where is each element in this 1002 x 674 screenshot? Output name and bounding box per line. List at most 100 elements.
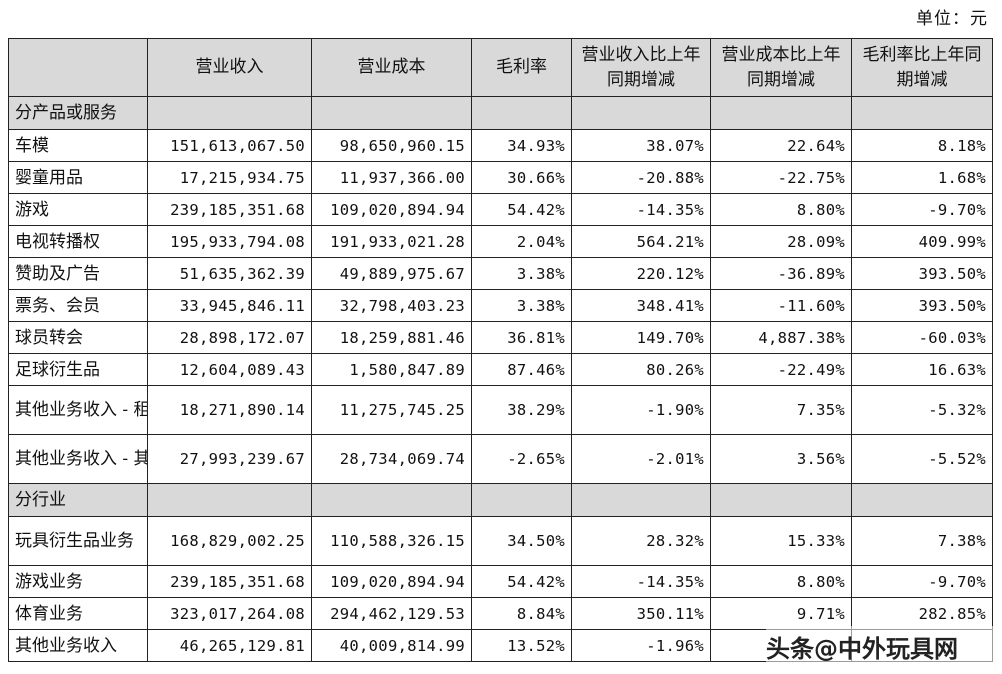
margin-cell: 2.04%: [471, 225, 572, 258]
revenue-change-cell: -2.01%: [571, 434, 711, 484]
revenue-change-cell: 149.70%: [571, 321, 711, 354]
table-row: 其他业务收入 - 租金18,271,890.1411,275,745.2538.…: [8, 385, 993, 435]
margin-change-cell: 393.50%: [851, 257, 993, 290]
margin-cell: 13.52%: [471, 629, 572, 662]
cost-change-cell: 8.80%: [710, 565, 852, 598]
margin-cell: 54.42%: [471, 193, 572, 226]
revenue-cell: 195,933,794.08: [147, 225, 312, 258]
cost-change-cell: 28.09%: [710, 225, 852, 258]
section-header-row: 分产品或服务: [8, 96, 993, 130]
revenue-cell: 17,215,934.75: [147, 161, 312, 194]
header-cell: 营业成本比上年同期增减: [710, 38, 852, 97]
header-cell: 营业收入比上年同期增减: [571, 38, 711, 97]
table-row: 票务、会员 33,945,846.11 32,798,403.23 3.38% 348.…: [8, 289, 993, 322]
revenue-cell: 239,185,351.68: [147, 193, 312, 226]
cost-change-cell: -11.60%: [710, 289, 852, 322]
cost-cell: 11,275,745.25: [311, 385, 472, 435]
cost-cell: 32,798,403.23: [311, 289, 472, 322]
margin-cell: -2.65%: [471, 434, 572, 484]
row-label: 其他业务收入 - 其他: [8, 434, 148, 484]
margin-cell: 36.81%: [471, 321, 572, 354]
revenue-change-cell: 220.12%: [571, 257, 711, 290]
empty-cell: [311, 96, 472, 130]
cost-cell: 191,933,021.28: [311, 225, 472, 258]
margin-cell: 3.38%: [471, 289, 572, 322]
table-row: 电视转播权 195,933,794.08 191,933,021.28 2.04% 56…: [8, 225, 993, 258]
margin-cell: 38.29%: [471, 385, 572, 435]
margin-change-cell: -5.52%: [851, 434, 993, 484]
cost-change-cell: 4,887.38%: [710, 321, 852, 354]
row-label: 足球衍生品: [8, 353, 148, 386]
cost-cell: 109,020,894.94: [311, 193, 472, 226]
revenue-cell: 151,613,067.50: [147, 129, 312, 162]
row-label: 其他业务收入: [8, 629, 148, 662]
unit-label: 单位：元: [916, 9, 988, 29]
margin-change-cell: 1.68%: [851, 161, 993, 194]
section-header-row: 分行业: [8, 483, 993, 517]
cost-change-cell: 9.71%: [710, 597, 852, 630]
revenue-change-cell: -1.96%: [571, 629, 711, 662]
margin-change-cell: 393.50%: [851, 289, 993, 322]
revenue-change-cell: 80.26%: [571, 353, 711, 386]
margin-cell: 54.42%: [471, 565, 572, 598]
section-title: 分行业: [8, 483, 148, 517]
revenue-change-cell: 348.41%: [571, 289, 711, 322]
cost-cell: 28,734,069.74: [311, 434, 472, 484]
row-label: 游戏: [8, 193, 148, 226]
header-cell: [8, 38, 148, 97]
revenue-change-cell: -14.35%: [571, 193, 711, 226]
row-label: 婴童用品: [8, 161, 148, 194]
table-row: 车模 151,613,067.50 98,650,960.15 34.93% 38.07…: [8, 129, 993, 162]
revenue-cell: 46,265,129.81: [147, 629, 312, 662]
margin-change-cell: 8.18%: [851, 129, 993, 162]
margin-change-cell: 16.63%: [851, 353, 993, 386]
table-row: 足球衍生品 12,604,089.43 1,580,847.89 87.46% 80.2…: [8, 353, 993, 386]
margin-cell: 3.38%: [471, 257, 572, 290]
revenue-change-cell: -1.90%: [571, 385, 711, 435]
table-header-row: 营业收入 营业成本 毛利率 营业收入比上年同期增减 营业成本比上年同期增减 毛利…: [8, 38, 993, 97]
header-cell: 毛利率比上年同期增减: [851, 38, 993, 97]
margin-cell: 34.93%: [471, 129, 572, 162]
toutiao-logo: 头条@中外玩具网: [766, 634, 958, 663]
cost-change-cell: 7.35%: [710, 385, 852, 435]
revenue-cell: 27,993,239.67: [147, 434, 312, 484]
watermark: 头条@中外玩具网: [766, 626, 1002, 666]
margin-change-cell: -60.03%: [851, 321, 993, 354]
empty-cell: [710, 483, 852, 517]
revenue-cell: 323,017,264.08: [147, 597, 312, 630]
cost-change-cell: -22.75%: [710, 161, 852, 194]
table-row: 游戏 239,185,351.68 109,020,894.94 54.42% -14.…: [8, 193, 993, 226]
revenue-change-cell: 350.11%: [571, 597, 711, 630]
margin-cell: 30.66%: [471, 161, 572, 194]
cost-change-cell: -36.89%: [710, 257, 852, 290]
revenue-change-cell: -14.35%: [571, 565, 711, 598]
row-label: 游戏业务: [8, 565, 148, 598]
header-cell: 毛利率: [471, 38, 572, 97]
table-row: 赞助及广告 51,635,362.39 49,889,975.67 3.38% 220.…: [8, 257, 993, 290]
margin-cell: 87.46%: [471, 353, 572, 386]
table-row: 游戏业务 239,185,351.68 109,020,894.94 54.42% -1…: [8, 565, 993, 598]
table-row: 球员转会 28,898,172.07 18,259,881.46 36.81% 149.…: [8, 321, 993, 354]
revenue-change-cell: 38.07%: [571, 129, 711, 162]
revenue-change-cell: 564.21%: [571, 225, 711, 258]
cost-cell: 294,462,129.53: [311, 597, 472, 630]
empty-cell: [147, 483, 312, 517]
header-cell: 营业成本: [311, 38, 472, 97]
cost-cell: 18,259,881.46: [311, 321, 472, 354]
revenue-change-cell: -20.88%: [571, 161, 711, 194]
row-label: 其他业务收入 - 租金: [8, 385, 148, 435]
cost-cell: 11,937,366.00: [311, 161, 472, 194]
revenue-cell: 239,185,351.68: [147, 565, 312, 598]
cost-cell: 109,020,894.94: [311, 565, 472, 598]
revenue-cell: 28,898,172.07: [147, 321, 312, 354]
cost-cell: 40,009,814.99: [311, 629, 472, 662]
table-row: 婴童用品 17,215,934.75 11,937,366.00 30.66% -20.…: [8, 161, 993, 194]
revenue-cell: 33,945,846.11: [147, 289, 312, 322]
margin-change-cell: -9.70%: [851, 193, 993, 226]
section-title: 分产品或服务: [8, 96, 148, 130]
revenue-change-cell: 28.32%: [571, 516, 711, 566]
row-label: 玩具衍生品业务: [8, 516, 148, 566]
cost-change-cell: 3.56%: [710, 434, 852, 484]
cost-change-cell: -22.49%: [710, 353, 852, 386]
cost-cell: 110,588,326.15: [311, 516, 472, 566]
